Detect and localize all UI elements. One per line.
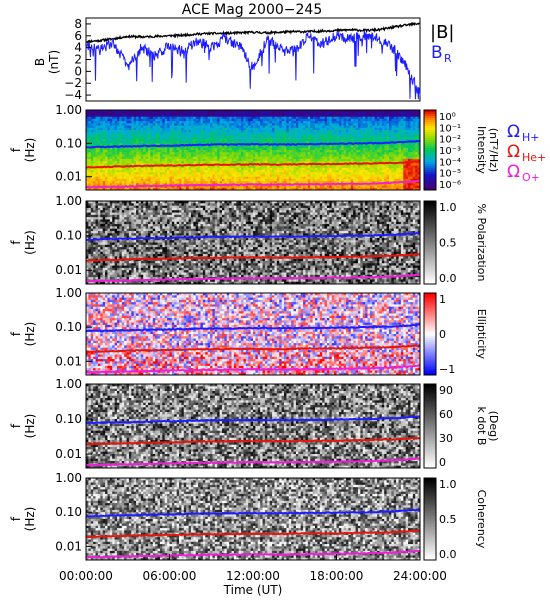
gyro-legend-symbol: Ω — [507, 122, 520, 142]
time-tick-label: 06:00:00 — [143, 569, 197, 583]
freq-tick-label: 1.00 — [55, 377, 82, 391]
time-tick-label: 00:00:00 — [59, 569, 113, 583]
freq-ylabel: f — [9, 147, 23, 152]
freq-tick-label: 0.10 — [55, 412, 82, 426]
spectral-panel-4: 1.00 0.10 0.01 f (Hz) 90 60 30 0 k dot B (Deg) — [9, 377, 500, 469]
freq-ylabel: f — [9, 516, 23, 521]
colorbar-label: Coherency — [475, 490, 488, 549]
legend-Bmag: |B| — [430, 22, 454, 43]
colorbar-tick-label: 0.5 — [439, 513, 457, 526]
colorbar-tick-label: 60 — [439, 408, 453, 421]
spectral-panel-2: 1.00 0.10 0.01 f (Hz) 1.0 0.5 0.0 % Polarization — [9, 194, 488, 285]
colorbar-tick-label: 0.0 — [439, 548, 457, 561]
freq-tick-label: 1.00 — [55, 103, 82, 117]
freq-tick-label: 1.00 — [55, 471, 82, 485]
colorbar-label: % Polarization — [475, 204, 488, 282]
freq-tick-label: 0.10 — [55, 136, 82, 150]
gyro-legend-symbol: Ω — [507, 142, 520, 162]
colorbar-tick-label: 10⁻⁵ — [439, 169, 461, 180]
freq-tick-label: 0.01 — [55, 263, 82, 277]
colorbar-tick-label: 0.5 — [439, 237, 457, 250]
freq-ylabel-unit: (Hz) — [23, 322, 37, 347]
colorbar-tick-label: 1 — [439, 293, 446, 306]
colorbar-label: k dot B — [475, 407, 488, 446]
spectrogram-image — [86, 384, 420, 468]
spectrogram-image — [86, 478, 420, 560]
colorbar-tick-label: 30 — [439, 432, 453, 445]
colorbar-tick-label: 1.0 — [439, 201, 457, 214]
gyro-legend: Ω H+Ω He+Ω O+ — [507, 122, 546, 184]
freq-tick-label: 0.01 — [55, 447, 82, 461]
colorbar: 1.0 0.5 0.0 Coherency — [424, 478, 488, 561]
freq-tick-label: 0.10 — [55, 320, 82, 334]
time-tick-label: 12:00:00 — [226, 569, 280, 583]
colorbar-tick-label: 10⁻⁶ — [439, 180, 461, 191]
spectral-panel-3: 1.00 0.10 0.01 f (Hz) 1 0 −1 Ellipticity — [9, 286, 488, 376]
colorbar-tick-label: 0 — [439, 456, 446, 469]
freq-tick-label: 0.10 — [55, 229, 82, 243]
colorbar-tick-label: 90 — [439, 384, 453, 397]
freq-tick-label: 0.10 — [55, 505, 82, 519]
gyro-legend-symbol: Ω — [507, 162, 520, 182]
freq-ylabel-unit: (Hz) — [23, 414, 37, 439]
figure-title: ACE Mag 2000−245 — [182, 2, 322, 18]
time-tick-label: 24:00:00 — [393, 569, 447, 583]
time-tick-label: 18:00:00 — [310, 569, 364, 583]
freq-tick-label: 0.01 — [55, 170, 82, 184]
colorbar-label: Intensity — [475, 126, 488, 174]
freq-ylabel: f — [9, 423, 23, 428]
gyro-legend-ion: O+ — [522, 171, 540, 184]
colorbar-tick-label: 0 — [439, 328, 446, 341]
colorbar-tick-label: 10⁻² — [439, 135, 461, 146]
freq-ylabel: f — [9, 331, 23, 336]
spectrogram-image — [86, 201, 420, 284]
freq-tick-label: 1.00 — [55, 194, 82, 208]
b-field-ylabel-unit: (nT) — [47, 50, 61, 74]
freq-tick-label: 0.01 — [55, 539, 82, 553]
colorbar-label: (nT²/Hz) — [487, 128, 500, 172]
b-field-ylabel: B — [33, 58, 47, 66]
colorbar-tick-label: 0.0 — [439, 272, 457, 285]
colorbar-tick-label: 10⁻³ — [439, 146, 461, 157]
freq-ylabel: f — [9, 240, 23, 245]
colorbar-tick-label: 1.0 — [439, 478, 457, 491]
gyro-legend-ion: He+ — [522, 151, 546, 164]
freq-ylabel-unit: (Hz) — [23, 230, 37, 255]
time-axis-label: Time (UT) — [223, 583, 283, 597]
gyro-legend-ion: H+ — [522, 131, 540, 144]
colorbar-tick-label: 10⁻⁴ — [439, 157, 461, 168]
colorbar: 1 0 −1 Ellipticity — [424, 293, 488, 376]
colorbar: 90 60 30 0 k dot B (Deg) — [424, 384, 500, 469]
spectral-panel-5: 1.00 0.10 0.01 f (Hz) 1.0 0.5 0.0 Coherency — [9, 471, 488, 561]
freq-tick-label: 1.00 — [55, 286, 82, 300]
colorbar-label: (Deg) — [487, 411, 500, 442]
spectrogram-image — [86, 110, 420, 190]
legend-BR-sub: R — [444, 52, 452, 65]
legend-BR: B — [431, 43, 443, 63]
colorbar-tick-label: 10⁰ — [439, 112, 456, 123]
colorbar-tick-label: 10⁻¹ — [439, 123, 461, 134]
spectrogram-image — [86, 293, 420, 375]
freq-ylabel-unit: (Hz) — [23, 138, 37, 163]
freq-tick-label: 0.01 — [55, 354, 82, 368]
b-field-ytick-label: 8 — [74, 17, 82, 31]
colorbar-label: Ellipticity — [475, 309, 488, 360]
freq-ylabel-unit: (Hz) — [23, 507, 37, 532]
colorbar-tick-label: −1 — [439, 363, 455, 376]
colorbar: 1.0 0.5 0.0 % Polarization — [424, 201, 488, 285]
spectral-panel-1: 1.00 0.10 0.01 f (Hz) 10⁰10⁻¹10⁻²10⁻³10⁻⁴10⁻⁵… — [9, 103, 500, 191]
